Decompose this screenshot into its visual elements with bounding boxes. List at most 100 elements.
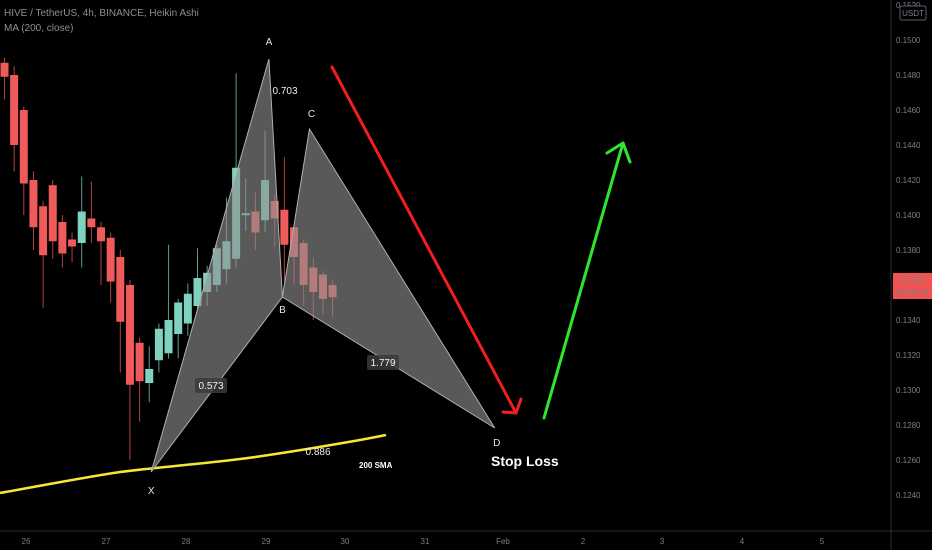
candle-body [280,209,289,245]
bar-countdown: 02:48:08 [896,288,928,297]
currency-badge[interactable] [899,5,927,21]
point-label-b: B [279,305,286,316]
candle [10,66,19,172]
candle [29,171,38,250]
stop-loss-label: Stop Loss [491,453,559,469]
candle [183,283,192,336]
ratio-box [195,378,227,393]
point-label-c: C [308,109,315,120]
candle-body [145,369,154,383]
candle [125,279,134,460]
candle [68,232,77,263]
direction-arrows[interactable] [330,65,632,420]
price-tick: 0.1260 [896,456,921,465]
price-axis[interactable]: 0.15200.15000.14800.14600.14400.14200.14… [896,1,921,500]
candle-body [135,342,144,382]
candle [106,232,115,303]
time-tick: 31 [421,537,430,546]
candle [193,248,202,312]
candle-body [58,222,67,254]
indicator-legend[interactable]: MA (200, close) [4,23,74,34]
time-axis[interactable]: 26 27 28 29 30 31 Feb 2 3 4 5 [22,537,825,546]
point-label-d: D [493,438,500,449]
ratio-label: 0.573 [195,378,227,393]
candle [87,181,96,243]
up-arrow-head[interactable] [605,141,632,164]
price-tick: 0.1280 [896,421,921,430]
point-label-a: A [266,37,273,48]
currency-label: USDT [902,9,924,18]
candle-body [10,75,19,145]
candle [39,201,48,308]
candle [19,106,28,215]
price-tick: 0.1240 [896,491,921,500]
time-tick: 29 [262,537,271,546]
candle-body [106,237,115,282]
last-price-tag: 0.1363 02:48:08 [893,273,932,299]
ratio-label: 0.703 [272,86,297,97]
candle [154,323,163,373]
candle-body [154,328,163,361]
time-tick: 30 [341,537,350,546]
down-arrow-head[interactable] [501,397,523,415]
candle [280,157,289,282]
candle [145,346,154,403]
candle [58,215,67,268]
ratio-label: 0.886 [305,447,330,458]
candle [116,250,125,373]
candle-body [19,110,28,184]
candle [135,337,144,422]
time-tick: 28 [182,537,191,546]
sma-label: 200 SMA [359,461,393,470]
chart-title: HIVE / TetherUS, 4h, BINANCE, Heikin Ash… [4,8,199,19]
price-tick: 0.1460 [896,106,921,115]
point-label-x: X [148,486,155,497]
up-arrow-shaft[interactable] [542,141,625,420]
sma-layer [0,433,387,495]
candle [48,180,57,259]
price-tick: 0.1420 [896,176,921,185]
candle [77,176,86,268]
candle-body [193,278,202,306]
ratio-label: 1.779 [367,355,399,370]
time-tick: 26 [22,537,31,546]
time-tick: Feb [496,537,510,546]
candle-body [39,206,48,256]
down-arrow-shaft[interactable] [330,65,518,415]
price-tick: 0.1320 [896,351,921,360]
price-tick: 0.1500 [896,36,921,45]
candle-body [29,180,38,228]
candle-body [77,211,86,243]
candle [174,299,183,359]
price-tick: 0.1300 [896,386,921,395]
candle-body [87,218,96,228]
candle-body [164,320,173,354]
sma-200-line [0,433,387,495]
ratio-value: 0.573 [198,381,223,392]
ratio-value: 0.886 [305,447,330,458]
price-tick: 0.1400 [896,211,921,220]
candle-body [97,227,105,242]
last-price: 0.1363 [900,276,925,285]
candle [97,222,105,285]
time-tick: 5 [820,537,825,546]
price-tick: 0.1480 [896,71,921,80]
price-tick: 0.1440 [896,141,921,150]
time-tick: 2 [581,537,586,546]
candle-body [125,285,134,385]
ratio-box [367,355,399,370]
harmonic-pattern[interactable]: X A B C D 0.703 0.573 1.779 0.886 [148,37,500,497]
candle-body [183,293,192,324]
xab-triangle[interactable] [150,58,283,473]
candle-body [48,185,57,242]
candle-body [0,62,9,77]
time-tick: 4 [740,537,745,546]
price-tick: 0.1380 [896,246,921,255]
time-tick: 3 [660,537,665,546]
price-tick: 0.1340 [896,316,921,325]
candle-body [174,302,183,334]
candle [164,244,173,359]
annotations: Stop Loss 200 SMA [359,453,559,470]
candle [0,57,9,100]
